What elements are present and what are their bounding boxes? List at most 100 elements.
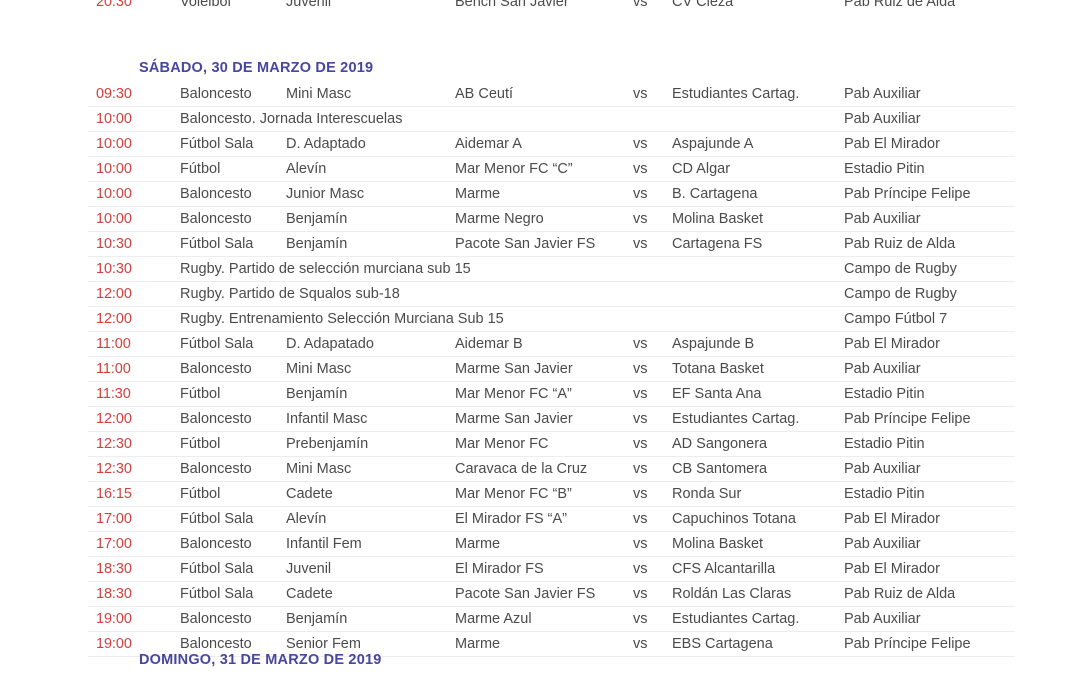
table-row: 12:30 Fútbol Prebenjamín Mar Menor FC vs AD S…	[88, 431, 1015, 457]
partial-top-row-table: 20:30 Voleibol Juvenil Bench San Javier …	[88, 0, 1015, 14]
cell-time: 17:00	[88, 506, 180, 532]
cell-sport: Baloncesto	[180, 456, 286, 482]
cell-time: 19:00	[88, 606, 180, 632]
cell-venue: Pab El Mirador	[844, 506, 1015, 532]
cell-event-description: Rugby. Partido de selección murciana sub…	[180, 256, 844, 282]
cell-team-home: El Mirador FS	[455, 556, 633, 582]
cell-time: 16:15	[88, 481, 180, 507]
cell-event-description: Rugby. Entrenamiento Selección Murciana …	[180, 306, 844, 332]
cell-sport: Fútbol Sala	[180, 506, 286, 532]
cell-sport: Baloncesto	[180, 631, 286, 657]
cell-vs: vs	[633, 431, 672, 457]
cell-time: 10:00	[88, 131, 180, 157]
cell-team-away: CFS Alcantarilla	[672, 556, 844, 582]
cell-team-away: Estudiantes Cartag.	[672, 406, 844, 432]
cell-team-home: Aidemar A	[455, 131, 633, 157]
cell-venue: Pab Ruiz de Alda	[844, 0, 1015, 14]
cell-venue: Pab Ruiz de Alda	[844, 581, 1015, 607]
cell-team-away: Molina Basket	[672, 206, 844, 232]
cell-time: 18:30	[88, 581, 180, 607]
table-row: 17:00 Baloncesto Infantil Fem Marme vs Molina…	[88, 531, 1015, 557]
cell-category: Mini Masc	[286, 356, 455, 382]
cell-team-home: Marme	[455, 531, 633, 557]
cell-time: 10:30	[88, 256, 180, 282]
cell-category: Senior Fem	[286, 631, 455, 657]
cell-team-away: CV Cieza	[672, 0, 844, 14]
cell-vs: vs	[633, 381, 672, 407]
cell-sport: Baloncesto	[180, 82, 286, 107]
cell-venue: Pab Auxiliar	[844, 206, 1015, 232]
cell-vs: vs	[633, 506, 672, 532]
cell-category: Mini Masc	[286, 456, 455, 482]
table-row: 12:30 Baloncesto Mini Masc Caravaca de la C…	[88, 456, 1015, 482]
cell-vs: vs	[633, 156, 672, 182]
cell-team-home: Mar Menor FC “C”	[455, 156, 633, 182]
cell-category: Juvenil	[286, 556, 455, 582]
cell-venue: Pab Príncipe Felipe	[844, 406, 1015, 432]
cell-venue: Pab Auxiliar	[844, 531, 1015, 557]
cell-venue: Campo Fútbol 7	[844, 306, 1015, 332]
table-row: 09:30 Baloncesto Mini Masc AB Ceutí vs Estudi…	[88, 82, 1015, 107]
table-row: 16:15 Fútbol Cadete Mar Menor FC “B” vs Ronda…	[88, 481, 1015, 507]
cell-vs: vs	[633, 0, 672, 14]
cell-category: Prebenjamín	[286, 431, 455, 457]
cell-time: 10:00	[88, 106, 180, 132]
cell-venue: Estadio Pitin	[844, 481, 1015, 507]
cell-time: 10:00	[88, 156, 180, 182]
cell-category: Benjamín	[286, 231, 455, 257]
cell-team-home: Caravaca de la Cruz	[455, 456, 633, 482]
cell-vs: vs	[633, 231, 672, 257]
cell-team-home: Marme	[455, 181, 633, 207]
cell-vs: vs	[633, 456, 672, 482]
cell-vs: vs	[633, 606, 672, 632]
table-row: 18:30 Fútbol Sala Cadete Pacote San Javier …	[88, 581, 1015, 607]
table-row: 10:00 Baloncesto Junior Masc Marme vs B. Cart…	[88, 181, 1015, 207]
table-row: 10:00 Fútbol Alevín Mar Menor FC “C” vs CD Al…	[88, 156, 1015, 182]
cell-vs: vs	[633, 181, 672, 207]
cell-category: Junior Masc	[286, 181, 455, 207]
cell-team-home: Mar Menor FC “A”	[455, 381, 633, 407]
cell-sport: Voleibol	[180, 0, 286, 14]
cell-time: 12:00	[88, 281, 180, 307]
cell-venue: Pab Príncipe Felipe	[844, 631, 1015, 657]
cell-venue: Pab El Mirador	[844, 556, 1015, 582]
cell-team-home: Marme Azul	[455, 606, 633, 632]
cell-vs: vs	[633, 82, 672, 107]
cell-sport: Baloncesto	[180, 531, 286, 557]
cell-team-away: Molina Basket	[672, 531, 844, 557]
cell-sport: Fútbol Sala	[180, 581, 286, 607]
cell-time: 10:00	[88, 181, 180, 207]
cell-venue: Pab El Mirador	[844, 331, 1015, 357]
cell-category: D. Adaptado	[286, 131, 455, 157]
partial-top-row-clip: 20:30 Voleibol Juvenil Bench San Javier …	[0, 0, 1080, 14]
cell-team-away: B. Cartagena	[672, 181, 844, 207]
cell-team-away: EBS Cartagena	[672, 631, 844, 657]
cell-category: D. Adapatado	[286, 331, 455, 357]
cell-vs: vs	[633, 556, 672, 582]
cell-team-away: Estudiantes Cartag.	[672, 606, 844, 632]
cell-venue: Pab El Mirador	[844, 131, 1015, 157]
table-row: 17:00 Fútbol Sala Alevín El Mirador FS “A” v…	[88, 506, 1015, 532]
cell-time: 19:00	[88, 631, 180, 657]
cell-team-away: CD Algar	[672, 156, 844, 182]
cell-vs: vs	[633, 631, 672, 657]
cell-team-away: Totana Basket	[672, 356, 844, 382]
cell-venue: Pab Ruiz de Alda	[844, 231, 1015, 257]
table-row: 10:30 Fútbol Sala Benjamín Pacote San Javie…	[88, 231, 1015, 257]
table-row: 11:00 Baloncesto Mini Masc Marme San Javier…	[88, 356, 1015, 382]
cell-sport: Fútbol Sala	[180, 556, 286, 582]
table-row: 18:30 Fútbol Sala Juvenil El Mirador FS vs CF…	[88, 556, 1015, 582]
cell-team-away: EF Santa Ana	[672, 381, 844, 407]
cell-category: Alevín	[286, 506, 455, 532]
cell-sport: Baloncesto	[180, 206, 286, 232]
cell-sport: Fútbol Sala	[180, 331, 286, 357]
cell-category: Benjamín	[286, 206, 455, 232]
cell-time: 09:30	[88, 82, 180, 107]
cell-team-away: Aspajunde B	[672, 331, 844, 357]
cell-team-home: AB Ceutí	[455, 82, 633, 107]
cell-vs: vs	[633, 206, 672, 232]
cell-team-away: Aspajunde A	[672, 131, 844, 157]
cell-team-home: Pacote San Javier FS	[455, 581, 633, 607]
cell-sport: Fútbol	[180, 156, 286, 182]
